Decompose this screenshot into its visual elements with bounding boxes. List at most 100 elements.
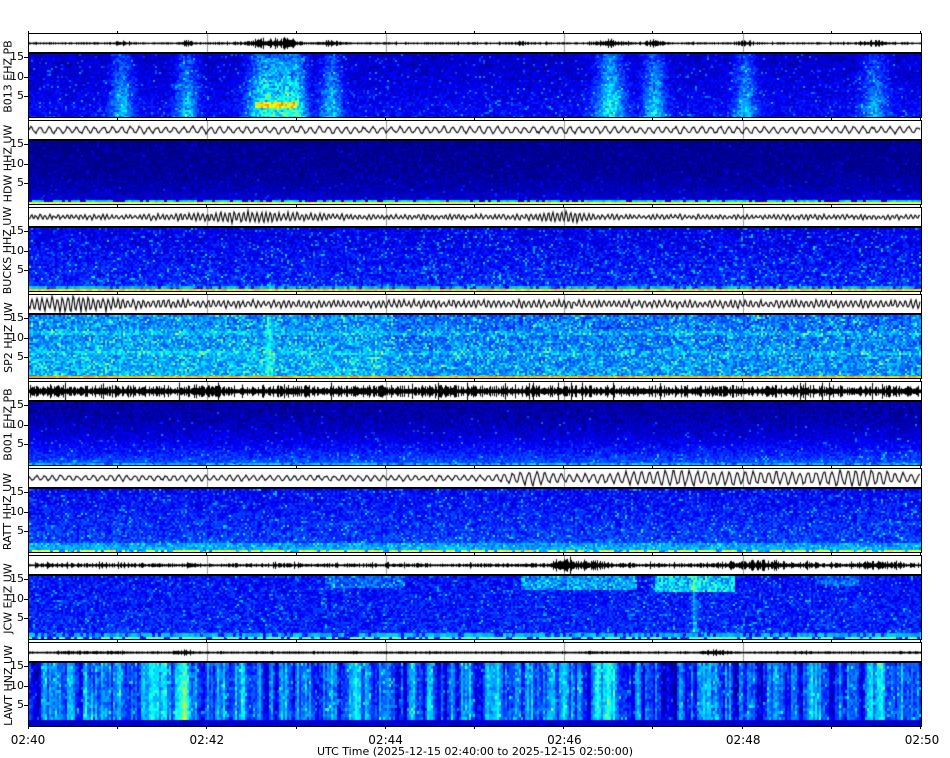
x-axis-tick-label: 02:42: [189, 733, 225, 747]
panel-b001: B001 EHZ PB 15 10 5: [2, 381, 922, 468]
spectrogram-canvas: [29, 663, 921, 726]
time-tick-mark: [385, 640, 386, 642]
spectrogram-canvas: [29, 228, 921, 291]
time-tick-mark: [920, 553, 921, 555]
time-tick-mark: [474, 205, 475, 207]
time-tick-mark-top: [652, 31, 653, 33]
freq-tick-mark: [24, 96, 28, 97]
time-tick-mark: [296, 727, 297, 729]
time-tick-mark: [206, 640, 207, 642]
spectrogram-bucks: [28, 227, 922, 292]
time-tick-mark: [652, 727, 653, 729]
time-tick-mark: [742, 640, 743, 642]
freq-tick-label: 15: [10, 310, 24, 324]
spectrogram-lawt: [28, 662, 922, 727]
time-tick-mark: [117, 292, 118, 294]
freq-tick-label: 10: [10, 417, 24, 431]
time-tick-mark-top: [296, 31, 297, 33]
panel-bucks: BUCKS HHZ UW 15 10 5: [2, 207, 922, 294]
time-tick-mark: [117, 205, 118, 207]
time-tick-mark: [296, 118, 297, 120]
time-tick-mark: [920, 466, 921, 468]
time-tick-mark: [652, 292, 653, 294]
waveform-canvas: [29, 469, 921, 487]
waveform-canvas: [29, 382, 921, 400]
time-tick-mark: [117, 118, 118, 120]
time-tick-mark: [831, 553, 832, 555]
panel-sp2: SP2 HHZ UW 15 10 5: [2, 294, 922, 381]
freq-tick-label: 10: [10, 69, 24, 83]
time-tick-mark: [563, 292, 564, 294]
time-tick-mark-top: [831, 31, 832, 33]
time-tick-mark: [742, 118, 743, 120]
time-tick-mark: [831, 292, 832, 294]
freq-tick-mark: [24, 599, 28, 600]
spectrogram-hdw: [28, 140, 922, 205]
freq-tick-label: 15: [10, 223, 24, 237]
freq-tick-mark: [24, 164, 28, 165]
time-tick-mark: [563, 727, 564, 729]
freq-tick-mark: [24, 666, 28, 667]
time-tick-mark: [385, 205, 386, 207]
freq-tick-label: 5: [17, 437, 24, 451]
time-tick-mark: [742, 553, 743, 555]
time-tick-mark: [296, 379, 297, 381]
time-tick-mark: [563, 205, 564, 207]
time-tick-mark: [206, 292, 207, 294]
time-tick-mark: [474, 553, 475, 555]
time-tick-mark: [117, 466, 118, 468]
freq-tick-mark: [24, 512, 28, 513]
time-tick-mark: [117, 727, 118, 729]
time-tick-mark: [385, 466, 386, 468]
freq-tick-mark: [24, 251, 28, 252]
time-tick-mark: [385, 292, 386, 294]
panel-jcw: JCW EHZ UW 15 10 5: [2, 555, 922, 642]
waveform-canvas: [29, 556, 921, 574]
freq-tick-mark: [24, 618, 28, 619]
time-tick-mark: [920, 727, 921, 729]
time-tick-mark: [296, 466, 297, 468]
time-tick-mark: [920, 205, 921, 207]
spectrogram-b013: [28, 53, 922, 118]
time-tick-mark: [117, 640, 118, 642]
waveform-canvas: [29, 208, 921, 226]
x-axis-tick-label: 02:48: [725, 733, 761, 747]
waveform-strip-hdw: [28, 120, 922, 140]
time-tick-mark-top: [117, 31, 118, 33]
spectrogram-canvas: [29, 576, 921, 639]
time-tick-mark: [206, 466, 207, 468]
time-tick-mark: [831, 205, 832, 207]
time-tick-mark: [742, 727, 743, 729]
time-tick-mark: [28, 205, 29, 207]
freq-tick-label: 5: [17, 350, 24, 364]
spectrogram-ratt: [28, 488, 922, 553]
time-tick-mark: [652, 205, 653, 207]
time-tick-mark: [652, 379, 653, 381]
freq-tick-mark: [24, 357, 28, 358]
freq-tick-mark: [24, 405, 28, 406]
time-tick-mark: [28, 640, 29, 642]
x-axis-tick-label: 02:44: [368, 733, 403, 747]
time-tick-mark: [474, 727, 475, 729]
time-tick-mark: [474, 466, 475, 468]
freq-tick-label: 5: [17, 176, 24, 190]
time-tick-mark: [474, 379, 475, 381]
spectrogram-canvas: [29, 402, 921, 465]
waveform-strip-bucks: [28, 207, 922, 227]
waveform-canvas: [29, 34, 921, 52]
freq-tick-label: 10: [10, 591, 24, 605]
spectrogram-jcw: [28, 575, 922, 640]
time-tick-mark: [28, 118, 29, 120]
freq-tick-label: 10: [10, 243, 24, 257]
time-tick-mark: [831, 727, 832, 729]
freq-tick-label: 10: [10, 504, 24, 518]
time-tick-mark-top: [563, 31, 564, 33]
freq-tick-mark: [24, 531, 28, 532]
panel-b013: B013 EHZ PB 15 10 5: [2, 31, 922, 120]
time-tick-mark-top: [474, 31, 475, 33]
time-tick-mark: [385, 118, 386, 120]
x-axis-tick-label: 02:40: [10, 733, 46, 747]
time-tick-mark: [206, 205, 207, 207]
x-axis-tick-label: 02:50: [904, 733, 940, 747]
freq-tick-label: 5: [17, 524, 24, 538]
